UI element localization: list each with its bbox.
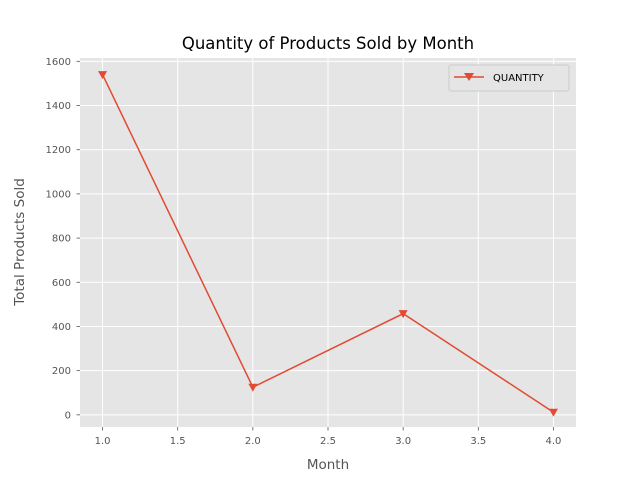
y-tick-label: 200 bbox=[52, 366, 71, 377]
y-tick-label: 400 bbox=[52, 322, 71, 333]
y-tick-label: 600 bbox=[52, 278, 71, 289]
y-tick-label: 0 bbox=[65, 410, 71, 421]
data-point-marker bbox=[398, 310, 408, 319]
y-tick-label: 1600 bbox=[46, 57, 71, 68]
series-layer bbox=[98, 71, 558, 417]
chart-title: Quantity of Products Sold by Month bbox=[182, 34, 474, 53]
x-tick-label: 2.0 bbox=[245, 436, 261, 447]
x-tick-label: 2.5 bbox=[320, 436, 336, 447]
legend-box bbox=[448, 64, 570, 92]
y-tick-label: 1000 bbox=[46, 189, 71, 200]
x-tick-label: 1.5 bbox=[170, 436, 186, 447]
y-tick-label: 1200 bbox=[46, 145, 71, 156]
x-axis-title: Month bbox=[307, 457, 349, 473]
x-tick-label: 4.0 bbox=[546, 436, 562, 447]
legend-label: QUANTITY bbox=[493, 73, 545, 84]
tick-labels: 1.0 1.5 2.0 2.5 3.0 3.5 4.0 0 200 400 600 800 1000 12… bbox=[46, 57, 562, 447]
series-line bbox=[101, 74, 554, 413]
legend: QUANTITY bbox=[448, 64, 570, 92]
x-tick-label: 1.0 bbox=[95, 436, 111, 447]
data-point-marker bbox=[98, 71, 108, 80]
grid-lines bbox=[80, 58, 576, 427]
data-point-marker bbox=[248, 383, 258, 392]
x-tick-label: 3.0 bbox=[395, 436, 411, 447]
y-tick-label: 1400 bbox=[46, 101, 71, 112]
data-point-marker bbox=[548, 408, 558, 417]
y-tick-label: 800 bbox=[52, 234, 71, 245]
y-axis-title: Total Products Sold bbox=[12, 178, 28, 307]
x-tick-label: 3.5 bbox=[470, 436, 486, 447]
legend-marker-swatch bbox=[464, 73, 474, 81]
